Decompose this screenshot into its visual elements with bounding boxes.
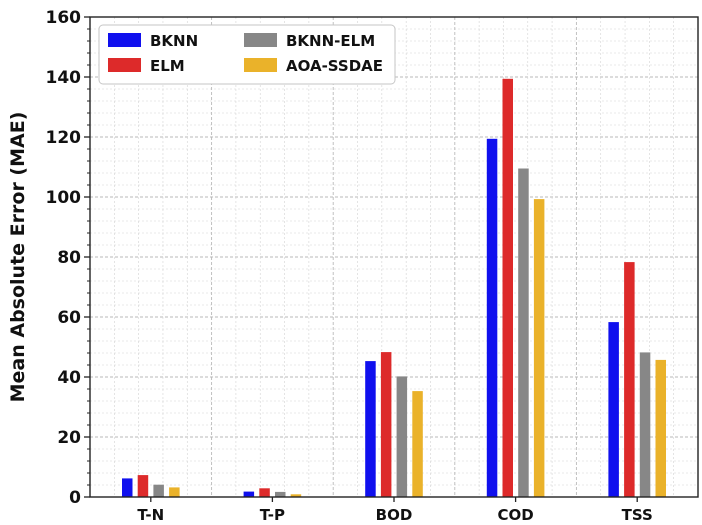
y-tick-label: 40	[57, 368, 81, 388]
bars	[122, 78, 666, 498]
bar-bknn-t-n	[122, 478, 133, 497]
y-tick-label: 120	[46, 128, 82, 148]
legend-label-bknn-elm: BKNN-ELM	[286, 32, 375, 50]
bar-elm-t-n	[137, 475, 149, 497]
bar-bknn-bod	[365, 361, 376, 497]
bar-bknn-elm-cod	[518, 168, 529, 497]
x-tick-label: COD	[497, 506, 533, 524]
bar-elm-cod	[502, 78, 513, 498]
y-tick-label: 0	[69, 488, 81, 508]
bar-elm-tss	[624, 262, 635, 497]
bar-bknn-cod	[486, 138, 498, 498]
bar-bknn-elm-t-p	[275, 491, 286, 497]
bar-bknn-elm-t-n	[153, 484, 164, 497]
x-tick-label: BOD	[376, 506, 413, 524]
legend-label-elm: ELM	[150, 57, 185, 75]
y-tick-label: 60	[57, 308, 81, 328]
x-tick-label: T-N	[137, 506, 164, 524]
y-tick-label: 20	[57, 428, 81, 448]
bar-aoa-ssdae-tss	[655, 359, 666, 497]
bar-aoa-ssdae-t-n	[169, 487, 180, 497]
y-axis: 0 20 40 60 80 100 120 140 160	[46, 8, 90, 508]
bar-elm-bod	[380, 352, 392, 497]
bar-bknn-t-p	[243, 491, 255, 497]
y-axis-label: Mean Absolute Error (MAE)	[7, 112, 29, 403]
bar-aoa-ssdae-t-p	[290, 494, 302, 497]
y-tick-label: 80	[57, 248, 81, 268]
x-tick-label: T-P	[260, 506, 285, 524]
legend-label-bknn: BKNN	[150, 32, 198, 50]
bar-bknn-elm-bod	[396, 376, 408, 497]
bar-aoa-ssdae-bod	[412, 391, 423, 497]
y-tick-label: 100	[46, 188, 82, 208]
legend-swatch-elm	[108, 58, 141, 72]
bar-bknn-elm-tss	[639, 352, 651, 497]
legend-swatch-aoa-ssdae	[244, 58, 277, 72]
legend-swatch-bknn	[108, 33, 141, 47]
y-tick-label: 160	[46, 8, 82, 28]
bar-aoa-ssdae-cod	[533, 199, 545, 497]
y-tick-label: 140	[46, 68, 82, 88]
legend-label-aoa-ssdae: AOA-SSDAE	[286, 57, 383, 75]
grid	[90, 17, 698, 497]
bar-elm-t-p	[259, 488, 270, 497]
legend: BKNN ELM BKNN-ELM AOA-SSDAE	[98, 24, 396, 85]
legend-box	[98, 24, 396, 85]
bar-bknn-tss	[608, 322, 619, 497]
x-tick-label: TSS	[622, 506, 653, 524]
legend-swatch-bknn-elm	[244, 33, 277, 47]
x-axis: T-N T-P BOD COD TSS	[137, 497, 653, 524]
